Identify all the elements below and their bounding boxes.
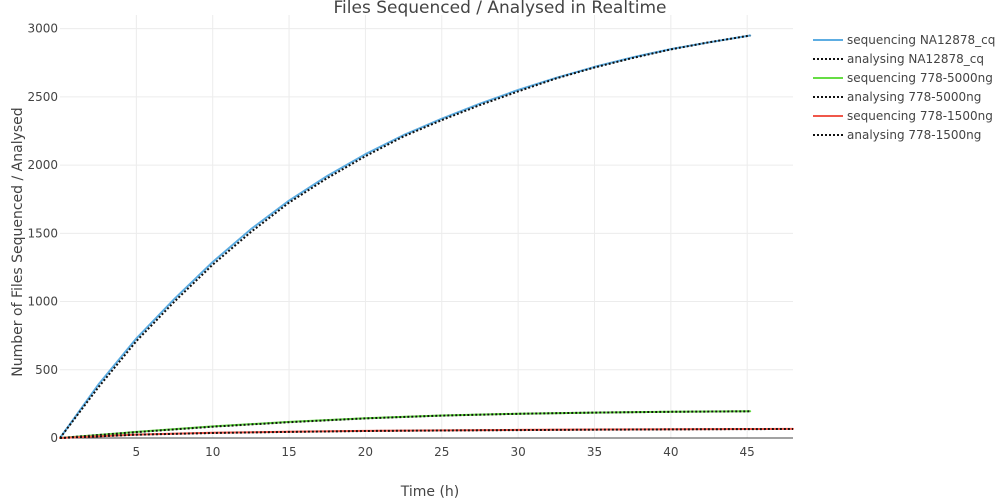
series-line-1 <box>59 34 752 439</box>
y-tick-label: 2500 <box>27 90 58 104</box>
y-tick-label: 2000 <box>27 158 58 172</box>
y-tick-label: 0 <box>50 431 58 445</box>
x-tick-label: 25 <box>434 445 449 459</box>
y-tick-label: 3000 <box>27 22 58 36</box>
x-tick-label: 10 <box>205 445 220 459</box>
legend-label-1: sequencing NA12878_cq <box>847 33 995 47</box>
x-axis-title: Time (h) <box>400 484 460 500</box>
x-tick-label: 20 <box>358 445 373 459</box>
legend-label-2: analysing NA12878_cq <box>847 52 984 66</box>
x-tick-label: 5 <box>133 445 141 459</box>
x-tick-label: 15 <box>281 445 296 459</box>
series-line-4 <box>59 410 751 439</box>
y-tick-label: 500 <box>35 363 58 377</box>
series-layer <box>59 34 794 439</box>
y-axis-title: Number of Files Sequenced / Analysed <box>10 107 26 376</box>
grid-layer <box>60 15 793 438</box>
x-tick-label: 45 <box>740 445 755 459</box>
y-tick-label: 1500 <box>27 226 58 240</box>
chart-title: Files Sequenced / Analysed in Realtime <box>334 0 667 18</box>
legend: sequencing NA12878_cq analysing NA12878_c… <box>813 33 995 142</box>
x-tick-label: 30 <box>510 445 525 459</box>
y-tick-label: 1000 <box>27 295 58 309</box>
legend-label-5: sequencing 778-1500ng <box>847 109 993 123</box>
x-tick-label: 35 <box>587 445 602 459</box>
legend-label-4: analysing 778-5000ng <box>847 90 981 104</box>
series-line-6 <box>59 428 794 439</box>
series-line-2 <box>59 34 751 439</box>
legend-label-3: sequencing 778-5000ng <box>847 71 993 85</box>
axis-layer: 0 500 1000 1500 2000 2500 3000 5 10 15 20 25 30 35 40 4… <box>27 22 793 459</box>
x-tick-label: 40 <box>663 445 678 459</box>
legend-label-6: analysing 778-1500ng <box>847 128 981 142</box>
